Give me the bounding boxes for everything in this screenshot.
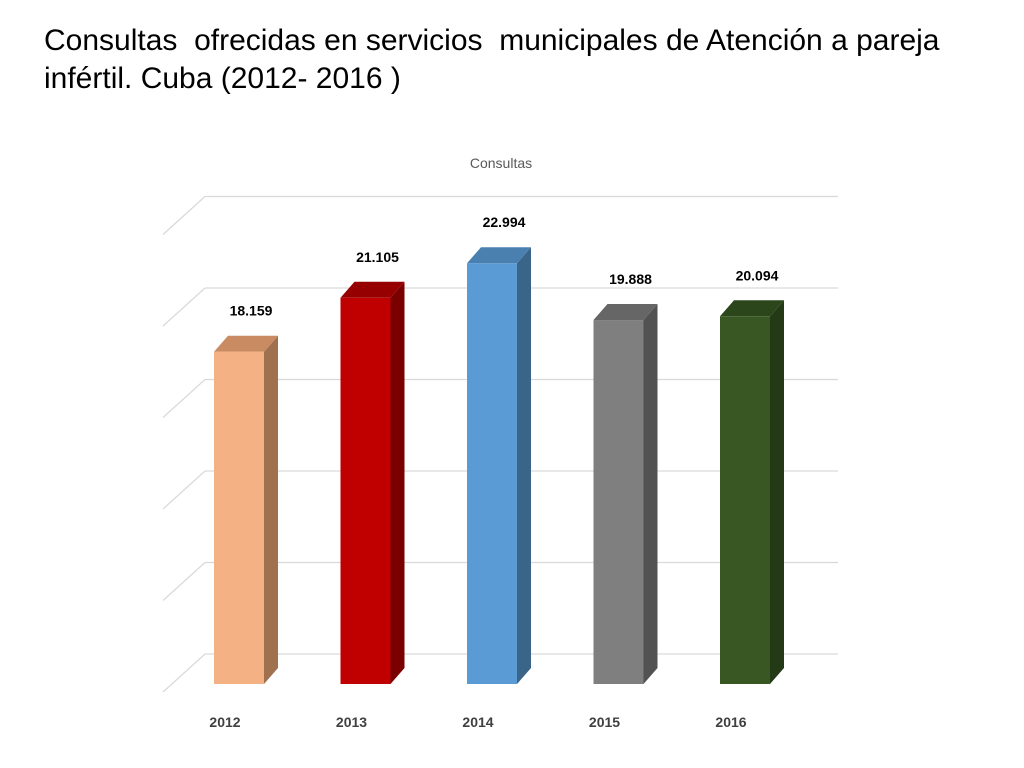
gridline (162, 195, 838, 235)
data-labels: 18.159 21.105 22.994 19.888 20.094 (230, 214, 779, 318)
x-axis-tick-labels: 2012 2013 2014 2015 2016 (209, 714, 746, 730)
tick-label-2015: 2015 (589, 714, 620, 730)
data-label-2013: 21.105 (356, 249, 399, 265)
bar-2015 (593, 304, 658, 684)
bar-2013 (340, 281, 405, 684)
chart-title: Consultas (470, 155, 532, 171)
slide-title: Consultas ofrecidas en servicios municip… (44, 24, 957, 95)
tick-label-2016: 2016 (715, 714, 746, 730)
data-label-2016: 20.094 (736, 267, 779, 283)
tick-label-2014: 2014 (462, 714, 493, 730)
data-label-2014: 22.994 (483, 214, 526, 230)
bar-2016 (720, 300, 784, 684)
data-label-2012: 18.159 (230, 303, 273, 319)
tick-label-2012: 2012 (209, 714, 240, 730)
bar-2012 (214, 335, 278, 684)
bar-2014 (467, 247, 531, 685)
bars (214, 247, 784, 685)
data-label-2015: 19.888 (609, 271, 652, 287)
tick-label-2013: 2013 (336, 714, 367, 730)
